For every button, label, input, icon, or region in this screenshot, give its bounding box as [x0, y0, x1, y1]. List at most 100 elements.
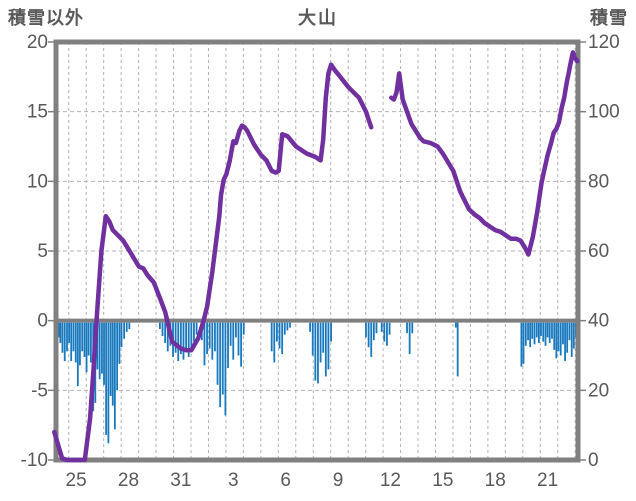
bar: [520, 322, 523, 367]
bar: [206, 322, 208, 355]
bar: [174, 322, 177, 353]
bar: [570, 322, 573, 357]
bar: [193, 322, 195, 342]
bar: [286, 322, 289, 331]
bar: [408, 322, 411, 355]
bar: [572, 322, 575, 349]
bar: [527, 322, 529, 341]
x-axis-tick-label: 9: [333, 470, 344, 491]
bar: [327, 322, 330, 370]
bar: [555, 322, 558, 359]
bar: [161, 322, 164, 336]
bar: [278, 322, 281, 349]
snow-depth-line: [52, 62, 374, 463]
bar: [240, 322, 243, 367]
bar: [101, 322, 103, 374]
bar: [455, 322, 457, 328]
bar: [219, 322, 222, 408]
right-axis-tick-label: 40: [588, 311, 609, 332]
bar: [319, 322, 322, 363]
bar: [203, 322, 206, 366]
x-axis-tick-label: 18: [485, 470, 506, 491]
bar: [190, 322, 193, 349]
bar: [159, 322, 161, 330]
bar: [85, 322, 88, 373]
bar: [324, 322, 327, 377]
right-axis-tick-label: 0: [588, 450, 599, 471]
bar: [317, 322, 319, 384]
plot-frame: [53, 39, 581, 463]
bar: [237, 322, 240, 356]
bar: [70, 322, 73, 362]
bar: [59, 322, 62, 343]
bar: [386, 322, 388, 346]
bar: [116, 322, 119, 391]
bar: [76, 322, 79, 387]
left-axis-tick-label: 20: [27, 32, 48, 53]
bar: [87, 322, 90, 356]
bar: [533, 322, 536, 345]
x-axis-tick-label: 6: [280, 470, 291, 491]
left-axis-tick-label: 10: [27, 171, 48, 192]
x-axis-tick-label: 15: [432, 470, 453, 491]
right-axis-tick-label: 60: [588, 241, 609, 262]
bar: [113, 322, 116, 430]
bar: [544, 322, 547, 346]
bar: [83, 322, 86, 357]
bar: [187, 322, 190, 357]
bar: [546, 322, 549, 338]
bar: [109, 322, 112, 396]
right-axis-tick-label: 80: [588, 171, 609, 192]
bar: [270, 322, 273, 352]
bar: [229, 322, 232, 346]
bar: [311, 322, 314, 356]
bar: [537, 322, 540, 343]
bar: [283, 322, 286, 335]
bar: [522, 322, 525, 364]
bar: [289, 322, 291, 328]
bar: [90, 322, 92, 363]
bar: [551, 322, 553, 339]
bar: [406, 322, 408, 334]
bar: [74, 322, 77, 363]
bar: [314, 322, 317, 381]
bar: [370, 322, 373, 357]
bar: [63, 322, 66, 362]
bar: [232, 322, 235, 360]
bar: [179, 322, 182, 355]
bar: [79, 322, 81, 366]
bar: [234, 322, 237, 338]
bar: [540, 322, 542, 336]
right-axis-tick-label: 100: [588, 102, 620, 123]
bar: [375, 322, 378, 334]
bar: [68, 322, 70, 343]
bar: [216, 322, 219, 385]
snow-depth-line: [389, 50, 580, 257]
bar: [535, 322, 538, 338]
bar: [273, 322, 276, 363]
bar: [559, 322, 562, 356]
left-axis-tick-label: 15: [27, 102, 48, 123]
bar: [553, 322, 556, 350]
bar: [372, 322, 375, 341]
bar: [195, 322, 198, 335]
bar: [380, 322, 383, 332]
bar: [107, 322, 110, 444]
chart-title: 大山: [298, 8, 338, 28]
bar: [98, 322, 101, 380]
x-axis-tick-label: 12: [380, 470, 401, 491]
bar: [322, 322, 325, 353]
bar: [542, 322, 545, 342]
bar: [224, 322, 227, 416]
bar: [531, 322, 534, 339]
bar: [214, 322, 216, 352]
right-axis-tick-label: 20: [588, 380, 609, 401]
bar: [118, 322, 121, 364]
bar: [61, 322, 64, 353]
bar: [367, 322, 370, 348]
bar: [276, 322, 278, 342]
left-axis-tick-label: 0: [37, 311, 48, 332]
bar: [103, 322, 105, 385]
